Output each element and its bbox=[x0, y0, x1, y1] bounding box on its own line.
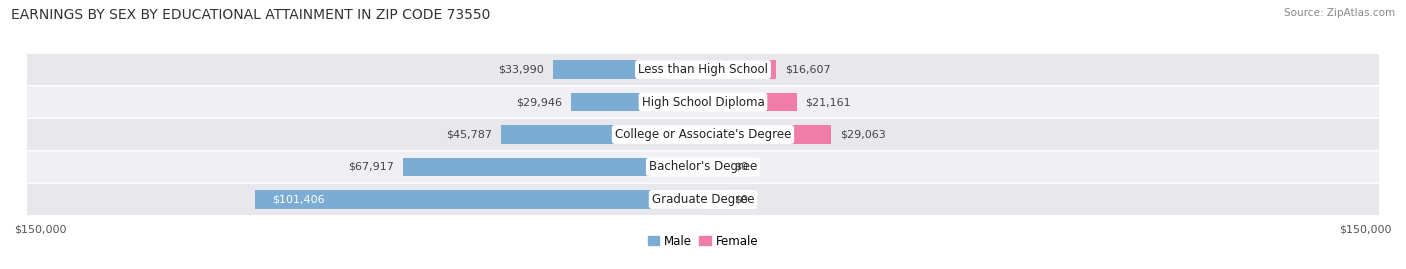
Text: Source: ZipAtlas.com: Source: ZipAtlas.com bbox=[1284, 8, 1395, 18]
FancyBboxPatch shape bbox=[27, 151, 1379, 183]
FancyBboxPatch shape bbox=[27, 54, 1379, 85]
Text: Bachelor's Degree: Bachelor's Degree bbox=[650, 161, 756, 174]
Bar bbox=[703, 125, 831, 144]
Bar bbox=[501, 125, 703, 144]
Bar bbox=[703, 93, 797, 111]
Bar bbox=[703, 60, 776, 79]
Bar bbox=[553, 60, 703, 79]
Text: Graduate Degree: Graduate Degree bbox=[652, 193, 754, 206]
FancyBboxPatch shape bbox=[27, 184, 1379, 215]
Bar bbox=[571, 93, 703, 111]
Text: $29,946: $29,946 bbox=[516, 97, 562, 107]
Text: EARNINGS BY SEX BY EDUCATIONAL ATTAINMENT IN ZIP CODE 73550: EARNINGS BY SEX BY EDUCATIONAL ATTAINMEN… bbox=[11, 8, 491, 22]
Text: $21,161: $21,161 bbox=[806, 97, 851, 107]
Text: $67,917: $67,917 bbox=[349, 162, 394, 172]
Legend: Male, Female: Male, Female bbox=[643, 230, 763, 253]
Text: $101,406: $101,406 bbox=[273, 194, 325, 204]
Text: $16,607: $16,607 bbox=[785, 65, 831, 75]
Text: $0: $0 bbox=[734, 194, 748, 204]
Text: High School Diploma: High School Diploma bbox=[641, 95, 765, 108]
Text: $45,787: $45,787 bbox=[446, 129, 492, 140]
FancyBboxPatch shape bbox=[27, 86, 1379, 118]
Bar bbox=[703, 190, 725, 209]
FancyBboxPatch shape bbox=[27, 119, 1379, 150]
Text: $29,063: $29,063 bbox=[841, 129, 886, 140]
Bar bbox=[703, 158, 725, 176]
Bar bbox=[254, 190, 703, 209]
Text: $33,990: $33,990 bbox=[498, 65, 544, 75]
Text: College or Associate's Degree: College or Associate's Degree bbox=[614, 128, 792, 141]
Bar bbox=[404, 158, 703, 176]
Text: $0: $0 bbox=[734, 162, 748, 172]
Text: Less than High School: Less than High School bbox=[638, 63, 768, 76]
